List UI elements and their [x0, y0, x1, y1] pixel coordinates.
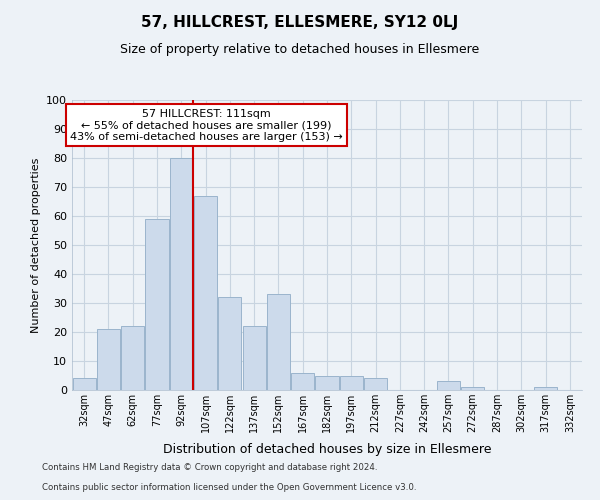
- Bar: [340, 376, 363, 390]
- Text: 57 HILLCREST: 111sqm
← 55% of detached houses are smaller (199)
43% of semi-deta: 57 HILLCREST: 111sqm ← 55% of detached h…: [70, 108, 343, 142]
- Bar: [267, 294, 290, 390]
- Bar: [170, 158, 193, 390]
- Bar: [534, 387, 557, 390]
- Bar: [461, 387, 484, 390]
- Bar: [437, 382, 460, 390]
- Bar: [291, 372, 314, 390]
- Bar: [145, 219, 169, 390]
- Text: Contains HM Land Registry data © Crown copyright and database right 2024.: Contains HM Land Registry data © Crown c…: [42, 464, 377, 472]
- Text: Size of property relative to detached houses in Ellesmere: Size of property relative to detached ho…: [121, 42, 479, 56]
- Bar: [194, 196, 217, 390]
- Bar: [218, 297, 241, 390]
- Bar: [73, 378, 95, 390]
- X-axis label: Distribution of detached houses by size in Ellesmere: Distribution of detached houses by size …: [163, 444, 491, 456]
- Text: Contains public sector information licensed under the Open Government Licence v3: Contains public sector information licen…: [42, 484, 416, 492]
- Bar: [242, 326, 266, 390]
- Bar: [121, 326, 144, 390]
- Text: 57, HILLCREST, ELLESMERE, SY12 0LJ: 57, HILLCREST, ELLESMERE, SY12 0LJ: [142, 15, 458, 30]
- Bar: [97, 329, 120, 390]
- Bar: [316, 376, 338, 390]
- Y-axis label: Number of detached properties: Number of detached properties: [31, 158, 41, 332]
- Bar: [364, 378, 387, 390]
